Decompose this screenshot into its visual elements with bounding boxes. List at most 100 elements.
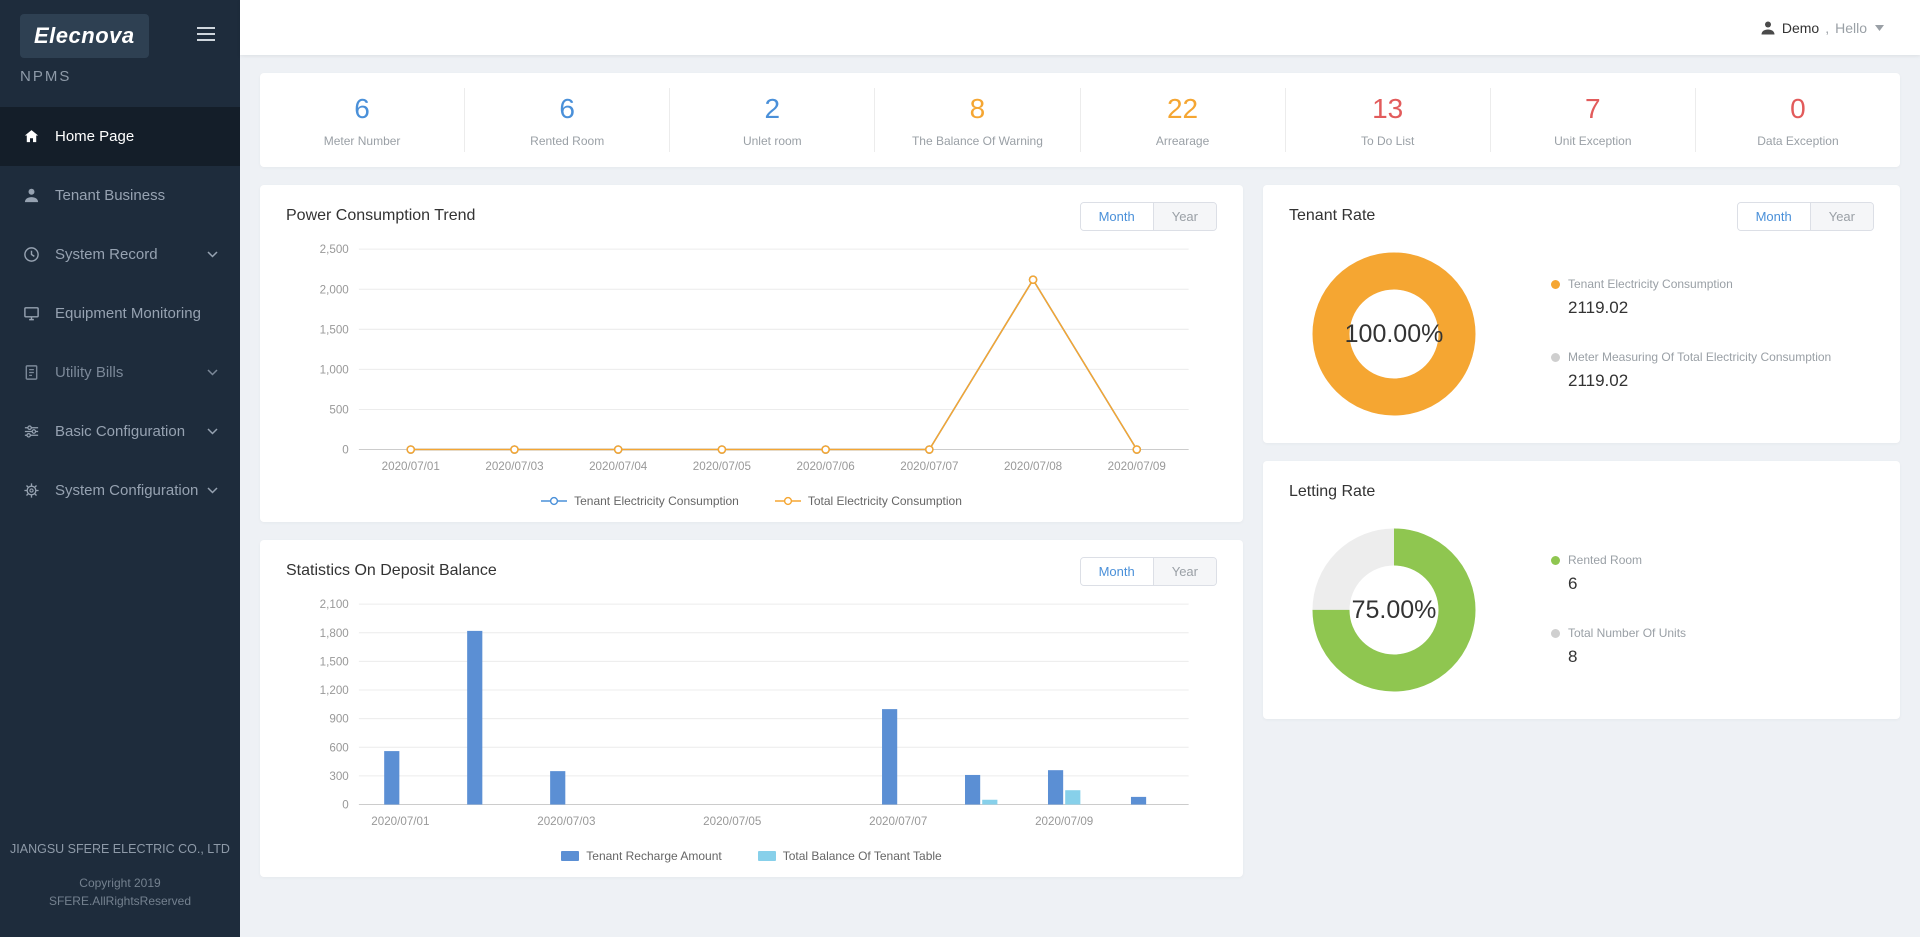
user-menu[interactable]: Demo , Hello [1760, 20, 1884, 36]
svg-text:0: 0 [342, 799, 349, 812]
power-consumption-card: Power Consumption Trend Month Year 0 500 1… [260, 185, 1243, 522]
svg-text:1,500: 1,500 [320, 323, 350, 336]
sidebar-item-basic-configuration[interactable]: Basic Configuration [0, 402, 240, 461]
legend-label: Tenant Electricity Consumption [574, 494, 739, 508]
letting-rate-donut: 75.00% [1309, 525, 1479, 695]
sidebar-item-utility-bills[interactable]: Utility Bills [0, 343, 240, 402]
card-title: Tenant Rate [1289, 207, 1376, 224]
svg-text:1,000: 1,000 [320, 363, 350, 376]
chevron-down-icon [207, 487, 218, 494]
clock-icon [22, 246, 40, 264]
svg-text:2,100: 2,100 [320, 598, 350, 611]
svg-text:0: 0 [342, 444, 349, 457]
footer-copyright: Copyright 2019 [79, 875, 161, 890]
legend-item: Meter Measuring Of Total Electricity Con… [1551, 350, 1868, 391]
legend-dot [1551, 353, 1560, 362]
sidebar-item-system-record[interactable]: System Record [0, 225, 240, 284]
stat-label: To Do List [1361, 134, 1415, 148]
stat-value: 22 [1166, 93, 1199, 124]
gear-icon [22, 482, 40, 500]
letting-rate-legend: Rented Room 6 Total Number Of Units 8 [1551, 553, 1868, 667]
svg-text:2020/07/05: 2020/07/05 [693, 460, 751, 473]
legend-dot [1551, 280, 1560, 289]
hamburger-menu-icon[interactable] [192, 22, 220, 51]
svg-text:2020/07/03: 2020/07/03 [485, 460, 543, 473]
letting-rate-percent: 75.00% [1351, 595, 1437, 624]
legend-value: 2119.02 [1568, 371, 1629, 390]
svg-text:2020/07/01: 2020/07/01 [371, 815, 429, 828]
legend-label: Tenant Recharge Amount [586, 849, 722, 863]
stat-to-do-list: 13 To Do List [1286, 88, 1491, 152]
user-name: Demo [1781, 19, 1820, 36]
stats-summary: 6 Meter Number 6 Rented Room 2 Unlet roo… [260, 73, 1900, 167]
sidebar-item-system-configuration[interactable]: System Configuration [0, 461, 240, 520]
sidebar: Elecnova NPMS Home Page Tenant Business … [0, 0, 240, 937]
card-title: Letting Rate [1289, 483, 1376, 500]
chevron-down-icon [207, 251, 218, 258]
stat-value: 6 [559, 93, 575, 124]
stat-value: 2 [764, 93, 781, 124]
svg-text:300: 300 [329, 770, 349, 783]
legend-item[interactable]: Tenant Recharge Amount [561, 849, 722, 863]
stat-label: Unlet room [742, 134, 802, 148]
sidebar-item-label: Equipment Monitoring [55, 305, 201, 322]
card-title: Power Consumption Trend [286, 207, 476, 224]
stat-label: Unit Exception [1554, 134, 1632, 148]
svg-text:2020/07/09: 2020/07/09 [1035, 815, 1093, 828]
year-button[interactable]: Year [1152, 202, 1216, 230]
legend-value: 8 [1568, 647, 1578, 666]
svg-text:2020/07/05: 2020/07/05 [703, 815, 761, 828]
legend-item: Tenant Electricity Consumption 2119.02 [1551, 277, 1868, 318]
home-icon [22, 128, 40, 146]
user-greeting: Hello [1835, 19, 1867, 36]
tenant-rate-legend: Tenant Electricity Consumption 2119.02 M… [1551, 277, 1868, 391]
stat-label: Arrearage [1155, 134, 1210, 148]
sidebar-item-home-page[interactable]: Home Page [0, 107, 240, 166]
stat-meter-number: 6 Meter Number [260, 88, 466, 152]
stat-value: 8 [969, 93, 986, 124]
sidebar-item-equipment-monitoring[interactable]: Equipment Monitoring [0, 284, 240, 343]
svg-text:2020/07/01: 2020/07/01 [382, 460, 440, 473]
svg-text:2020/07/03: 2020/07/03 [537, 815, 595, 828]
svg-text:1,500: 1,500 [320, 655, 350, 668]
stat-rented-room: 6 Rented Room [465, 88, 671, 152]
svg-text:2020/07/06: 2020/07/06 [797, 460, 855, 473]
svg-text:600: 600 [329, 741, 349, 754]
stat-label: Data Exception [1757, 134, 1839, 148]
sidebar-item-label: System Record [55, 246, 158, 263]
sidebar-item-label: Home Page [55, 128, 135, 145]
power-period-toggle: Month Year [1079, 201, 1217, 231]
letting-rate-card: Letting Rate 75.00% Rented Roo [1263, 461, 1900, 719]
tenant-rate-percent: 100.00% [1344, 319, 1444, 348]
year-button[interactable]: Year [1152, 557, 1216, 585]
deposit-balance-card: Statistics On Deposit Balance Month Year… [260, 540, 1243, 877]
letting-rate-donut-ring [1309, 525, 1479, 700]
month-button[interactable]: Month [1737, 202, 1810, 230]
sidebar-item-tenant-business[interactable]: Tenant Business [0, 166, 240, 225]
power-chart-legend: Tenant Electricity Consumption Total Elec… [286, 490, 1217, 510]
month-button[interactable]: Month [1080, 202, 1153, 230]
stat-value: 0 [1790, 93, 1806, 124]
svg-text:1,200: 1,200 [320, 684, 350, 697]
person-icon [22, 187, 40, 205]
svg-text:500: 500 [329, 404, 349, 417]
svg-text:2020/07/07: 2020/07/07 [869, 815, 927, 828]
month-button[interactable]: Month [1080, 557, 1153, 585]
legend-label: Meter Measuring Of Total Electricity Con… [1568, 350, 1832, 364]
stat-label: The Balance Of Warning [911, 134, 1043, 148]
legend-item[interactable]: Total Balance Of Tenant Table [757, 849, 942, 863]
chevron-down-icon [207, 428, 218, 435]
stat-label: Rented Room [530, 134, 605, 148]
main-area: Demo , Hello 6 Meter Number 6 Rented Roo… [240, 0, 1920, 937]
legend-label: Rented Room [1568, 553, 1643, 567]
legend-label: Total Number Of Units [1568, 626, 1687, 640]
legend-item[interactable]: Tenant Electricity Consumption [541, 494, 739, 508]
deposit-balance-bar-chart: 0 300 600 900 1,200 1,500 1,800 2,100 2020/07/01… [286, 590, 1217, 845]
stat-unlet-room: 2 Unlet room [670, 88, 876, 152]
sliders-icon [22, 423, 40, 441]
monitor-icon [22, 305, 40, 323]
legend-label: Total Electricity Consumption [807, 494, 962, 508]
year-button[interactable]: Year [1809, 202, 1873, 230]
legend-item[interactable]: Total Electricity Consumption [774, 494, 962, 508]
card-title: Statistics On Deposit Balance [286, 562, 497, 579]
